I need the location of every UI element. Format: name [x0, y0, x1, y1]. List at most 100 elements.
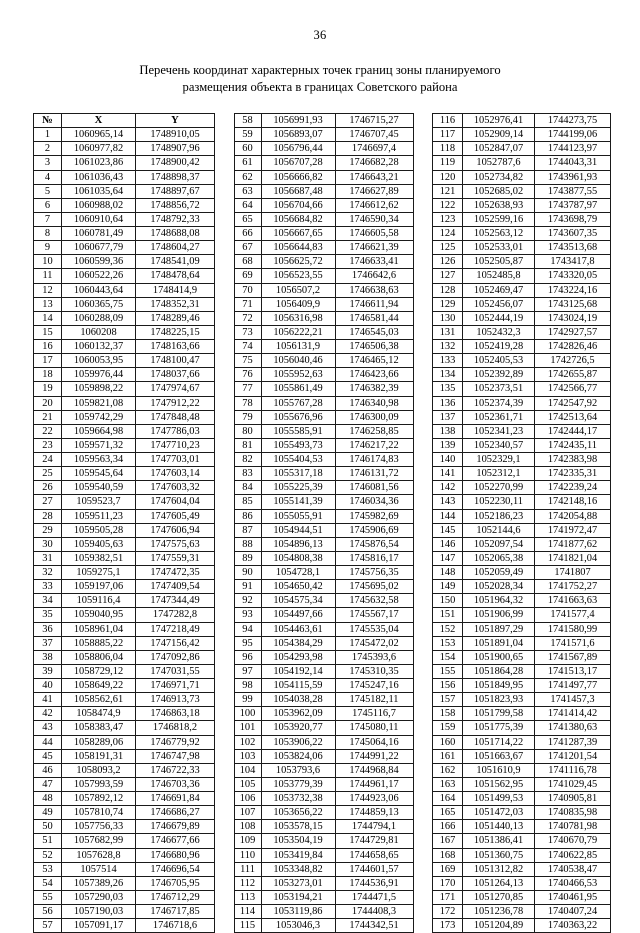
cell-x-coordinate: 1054650,42: [260, 579, 336, 595]
cell-x-coordinate: 1056131,9: [260, 338, 336, 355]
cell-point-number: 28: [33, 508, 62, 524]
cell-x-coordinate: 1060208: [61, 324, 136, 341]
cell-y-coordinate: 1748688,08: [135, 225, 215, 242]
cell-y-coordinate: 1741752,27: [534, 579, 611, 595]
table-row: 53 1057514 1746696,54: [33, 861, 215, 877]
cell-y-coordinate: 1746779,92: [135, 734, 215, 750]
table-row: 134 1052392,89 1742655,87: [432, 367, 611, 383]
cell-y-coordinate: 1744601,57: [334, 861, 414, 877]
cell-x-coordinate: 1058383,47: [61, 720, 136, 736]
cell-point-number: 146: [432, 536, 463, 552]
table-row: 22 1059664,98 1747786,03: [33, 423, 215, 439]
cell-y-coordinate: 1744043,31: [534, 155, 611, 171]
table-row: 58 1056991,93 1746715,27: [233, 112, 414, 129]
cell-y-coordinate: 1747282,8: [135, 607, 215, 623]
cell-y-coordinate: 1746633,41: [334, 254, 414, 270]
cell-x-coordinate: 1053779,39: [260, 776, 336, 793]
cell-point-number: 101: [233, 720, 262, 736]
cell-y-coordinate: 1746423,66: [334, 367, 414, 383]
cell-point-number: 11: [33, 268, 62, 284]
cell-point-number: 79: [233, 409, 262, 425]
cell-point-number: 169: [432, 861, 463, 877]
table-row: 81 1055493,73 1746217,22: [233, 437, 414, 454]
cell-y-coordinate: 1746680,96: [135, 847, 215, 863]
table-row: 168 1051360,75 1740622,85: [432, 847, 611, 863]
cell-x-coordinate: 1061035,64: [61, 183, 136, 199]
cell-x-coordinate: 1053578,15: [260, 819, 336, 835]
table-row: 89 1054808,38 1745816,17: [233, 550, 414, 567]
cell-x-coordinate: 1060910,64: [61, 211, 136, 228]
cell-x-coordinate: 1051799,58: [462, 706, 535, 722]
document-page: 36 Перечень координат характерных точек …: [33, 28, 611, 933]
table-row: 129 1052456,07 1743125,68: [432, 296, 611, 312]
cell-x-coordinate: 1057190,03: [61, 903, 136, 920]
cell-y-coordinate: 1748352,31: [135, 296, 215, 312]
table-row: 152 1051897,29 1741580,99: [432, 621, 611, 637]
cell-y-coordinate: 1746722,33: [135, 762, 215, 778]
cell-y-coordinate: 1744859,13: [334, 805, 414, 821]
cell-y-coordinate: 1742435,11: [534, 437, 611, 454]
cell-point-number: 150: [432, 593, 463, 609]
cell-point-number: 78: [233, 395, 262, 411]
cell-y-coordinate: 1745906,69: [334, 522, 414, 538]
cell-x-coordinate: 1053920,77: [260, 720, 336, 736]
cell-y-coordinate: 1748163,66: [135, 338, 215, 355]
cell-x-coordinate: 1059563,34: [61, 451, 136, 468]
cell-point-number: 100: [233, 706, 262, 722]
cell-y-coordinate: 1747603,14: [135, 466, 215, 482]
cell-x-coordinate: 1054944,51: [260, 522, 336, 538]
table-row: 24 1059563,34 1747703,01: [33, 451, 215, 468]
cell-x-coordinate: 1054384,29: [260, 635, 336, 651]
cell-point-number: 70: [233, 282, 262, 298]
cell-y-coordinate: 1747472,35: [135, 564, 215, 581]
cell-x-coordinate: 1052419,28: [462, 338, 535, 355]
table-row: 158 1051799,58 1741414,42: [432, 706, 611, 722]
cell-point-number: 3: [33, 155, 62, 171]
cell-point-number: 153: [432, 635, 463, 651]
cell-x-coordinate: 1060132,37: [61, 338, 136, 355]
table-row: 133 1052405,53 1742726,5: [432, 353, 611, 369]
cell-point-number: 74: [233, 338, 262, 355]
cell-x-coordinate: 1058474,9: [61, 706, 136, 722]
cell-x-coordinate: 1051236,78: [462, 903, 535, 920]
table-row: 52 1057628,8 1746680,96: [33, 847, 215, 863]
cell-point-number: 52: [33, 847, 62, 863]
table-row: 157 1051823,93 1741457,3: [432, 692, 611, 708]
cell-x-coordinate: 1054293,98: [260, 649, 336, 665]
cell-point-number: 116: [432, 112, 463, 129]
cell-y-coordinate: 1747031,55: [135, 663, 215, 680]
cell-point-number: 105: [233, 776, 262, 793]
cell-point-number: 55: [33, 889, 62, 906]
cell-point-number: 151: [432, 607, 463, 623]
cell-point-number: 117: [432, 127, 463, 143]
table-row: 14 1060288,09 1748289,46: [33, 310, 215, 326]
table-row: 44 1058289,06 1746779,92: [33, 734, 215, 750]
table-row: 162 1051610,9 1741116,78: [432, 762, 611, 778]
cell-point-number: 46: [33, 762, 62, 778]
cell-y-coordinate: 1746697,4: [334, 141, 414, 157]
table-row: 48 1057892,12 1746691,84: [33, 790, 215, 807]
table-row: 1 1060965,14 1748910,05: [33, 127, 215, 143]
cell-y-coordinate: 1747710,23: [135, 437, 215, 454]
cell-point-number: 64: [233, 197, 262, 213]
table-row: 13 1060365,75 1748352,31: [33, 296, 215, 312]
cell-point-number: 144: [432, 508, 463, 524]
cell-point-number: 57: [33, 918, 62, 933]
table-row: 173 1051204,89 1740363,22: [432, 918, 611, 933]
cell-x-coordinate: 1056666,82: [260, 169, 336, 185]
cell-y-coordinate: 1740670,79: [534, 833, 611, 849]
cell-y-coordinate: 1742547,92: [534, 395, 611, 411]
cell-x-coordinate: 1057628,8: [61, 847, 136, 863]
table-row: 16 1060132,37 1748163,66: [33, 338, 215, 355]
cell-point-number: 168: [432, 847, 463, 863]
table-row: 69 1056523,55 1746642,6: [233, 268, 414, 284]
cell-y-coordinate: 1746717,85: [135, 903, 215, 920]
table-row: 120 1052734,82 1743961,93: [432, 169, 611, 185]
page-title-line-1: Перечень координат характерных точек гра…: [139, 63, 501, 77]
cell-point-number: 121: [432, 183, 463, 199]
cell-y-coordinate: 1741414,42: [534, 706, 611, 722]
cell-y-coordinate: 1745116,7: [334, 706, 414, 722]
cell-point-number: 84: [233, 480, 262, 496]
cell-y-coordinate: 1748541,09: [135, 254, 215, 270]
cell-x-coordinate: 1054896,13: [260, 536, 336, 552]
